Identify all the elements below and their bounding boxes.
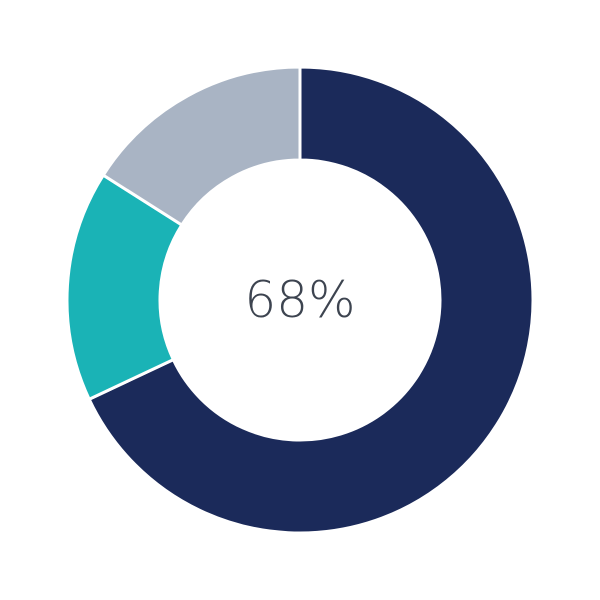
donut-slice-2: [101, 65, 302, 228]
donut-slice-0: [87, 65, 535, 535]
